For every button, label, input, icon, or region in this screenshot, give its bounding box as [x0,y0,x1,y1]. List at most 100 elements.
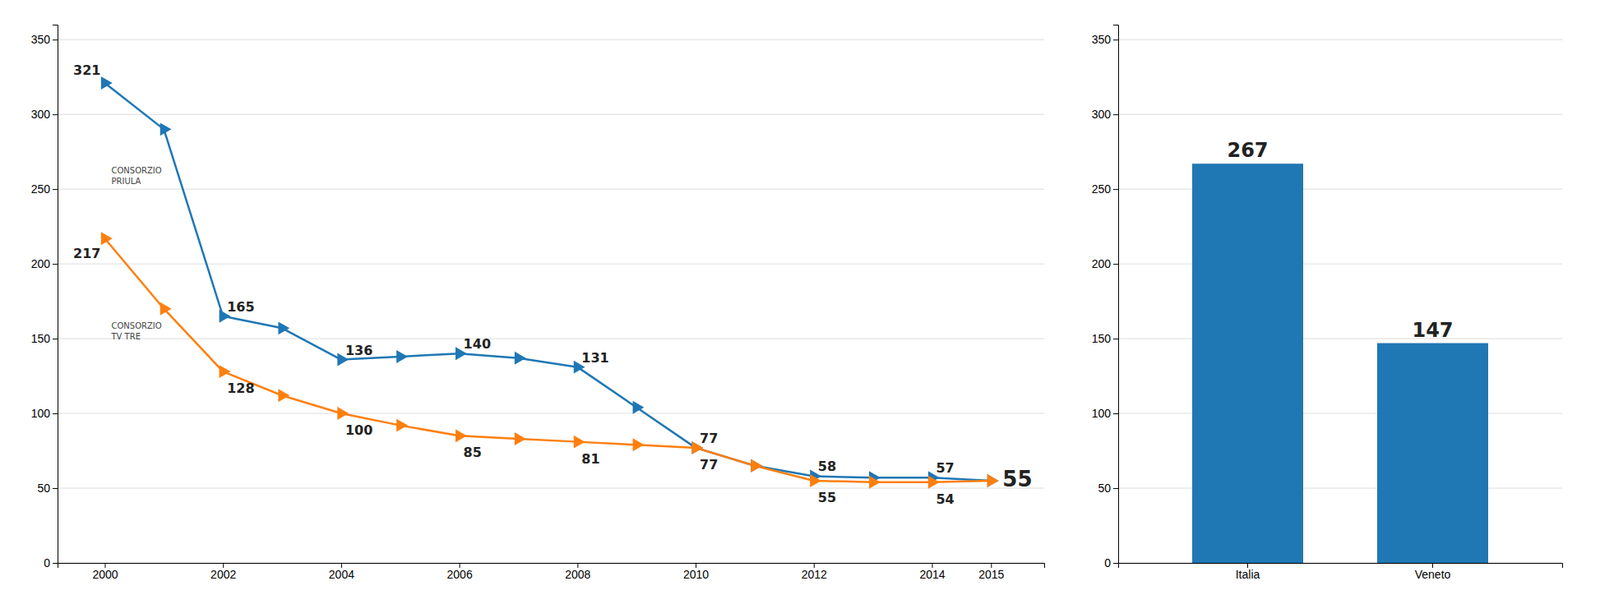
y-axis-tick: 0 [43,556,58,570]
series-line [104,83,991,481]
value-annotation: 57 [935,460,954,477]
value-annotation: 140 [463,336,491,352]
annotations: 3211651361401317758575521712810085817755… [73,62,1032,508]
x-axis-tick-label: 2004 [328,568,355,582]
grid-line [1118,114,1563,116]
grid-line [1118,189,1563,190]
x-axis-tick: 2004 [328,563,355,582]
y-axis-tick-label: 300 [1091,107,1112,121]
grid-line [1118,338,1563,340]
value-annotation: 77 [699,457,718,473]
y-axis-tick: 50 [1097,481,1119,495]
y-axis-tick: 300 [31,107,58,121]
value-annotation: 321 [73,62,101,79]
x-axis-tick-label: 2014 [919,568,945,582]
y-axis-tick-mark [52,413,58,415]
y-axis-tick-label: 100 [1091,406,1112,421]
y-axis-line [1113,25,1120,565]
y-axis-tick-label: 0 [43,556,51,570]
plot-marks [101,76,999,490]
y-axis-tick-label: 150 [1091,332,1112,346]
value-annotation: 55 [1002,467,1032,492]
x-axis-tick-label: 2012 [801,568,828,582]
series-marker [514,351,527,366]
x-axis-tick: Veneto [1415,563,1452,582]
y-axis-tick-mark [52,563,58,565]
grid-line [1118,263,1563,265]
grid-line [1118,413,1563,415]
y-axis-tick: 200 [31,257,58,271]
y-axis-tick-mark [52,488,58,490]
value-annotation: 131 [581,350,609,366]
y-axis-tick-label: 150 [31,332,51,346]
series-marker [337,406,349,421]
value-annotation: 81 [581,451,600,468]
grid-line [57,488,1045,490]
x-axis-tick-label: 2000 [92,568,118,582]
x-axis-line [1119,564,1564,569]
x-axis-tick-label: 2002 [210,568,236,582]
x-axis-tick: 2006 [447,563,473,582]
data-label: 147 [1411,319,1453,343]
y-axis-tick-label: 50 [36,481,51,495]
text-annotation-line: CONSORZIO [110,321,162,331]
series-marker [573,435,586,449]
value-annotation: 100 [345,422,373,439]
y-axis-tick-mark [1113,563,1119,565]
text-annotation-line: CONSORZIO [110,166,162,176]
text-annotation: CONSORZIOPRIULA [110,166,162,186]
series-marker [101,231,113,246]
series-marker [809,474,822,488]
y-axis-tick: 150 [31,332,58,346]
y-axis-tick: 350 [31,32,58,47]
x-axis-tick: 2008 [564,563,591,582]
grid-line [57,413,1045,415]
y-axis-tick-mark [52,263,58,265]
y-axis-tick: 200 [1091,257,1119,271]
value-annotation: 217 [73,245,101,262]
y-axis-tick-mark [1113,488,1119,490]
grid [1118,39,1563,564]
y-axis-tick-mark [52,39,58,41]
y-axis-tick: 300 [1091,107,1119,121]
text-annotation: CONSORZIOTV TRE [110,321,162,342]
y-axis-tick-label: 250 [31,182,51,196]
series-marker [396,350,408,364]
series-marker [987,474,999,488]
chart-svg: 0501001502002503003502000200220042006200… [0,0,1600,604]
text-annotation-line: TV TRE [110,332,141,342]
y-axis-tick-mark [52,338,58,340]
x-axis-line [58,564,1046,569]
series-line [104,238,991,483]
y-axis-tick-label: 350 [1091,32,1112,47]
y-axis-tick-label: 0 [1104,556,1111,570]
value-annotation: 85 [463,444,482,461]
series-marker [869,476,881,490]
value-annotation: 55 [818,490,837,506]
x-axis-tick: 2000 [92,563,118,582]
x-axis: 2000 2002 2004 2006 2008 2010 2012 2014 2015 [58,563,1046,582]
x-axis-tick: 2010 [683,563,709,582]
x-axis-tick: 2012 [801,563,828,582]
series-marker [160,302,172,316]
y-axis-tick-mark [1113,114,1119,116]
data-labels: 267147 [1226,138,1453,342]
grid-line [57,338,1045,340]
x-axis-tick: 2015 [978,563,1004,582]
y-axis: 050100150200250300350 [1091,25,1120,570]
y-axis: 050100150200250300350 [31,25,59,570]
bar [1192,163,1304,564]
y-axis-tick: 250 [31,182,58,196]
series-marker [928,476,940,490]
series-marker [750,459,763,473]
x-axis-tick: Italia [1235,563,1261,582]
series-marker [514,432,527,446]
y-axis-tick-label: 200 [1091,257,1112,271]
x-axis-tick-label: Veneto [1415,568,1452,582]
text-annotation-line: PRIULA [110,176,141,186]
x-axis-tick-label: 2006 [447,568,473,582]
y-axis-tick: 350 [1091,32,1119,47]
series-marker [396,419,408,433]
y-axis-tick-mark [1113,263,1119,265]
x-axis-tick-label: 2010 [683,568,709,582]
